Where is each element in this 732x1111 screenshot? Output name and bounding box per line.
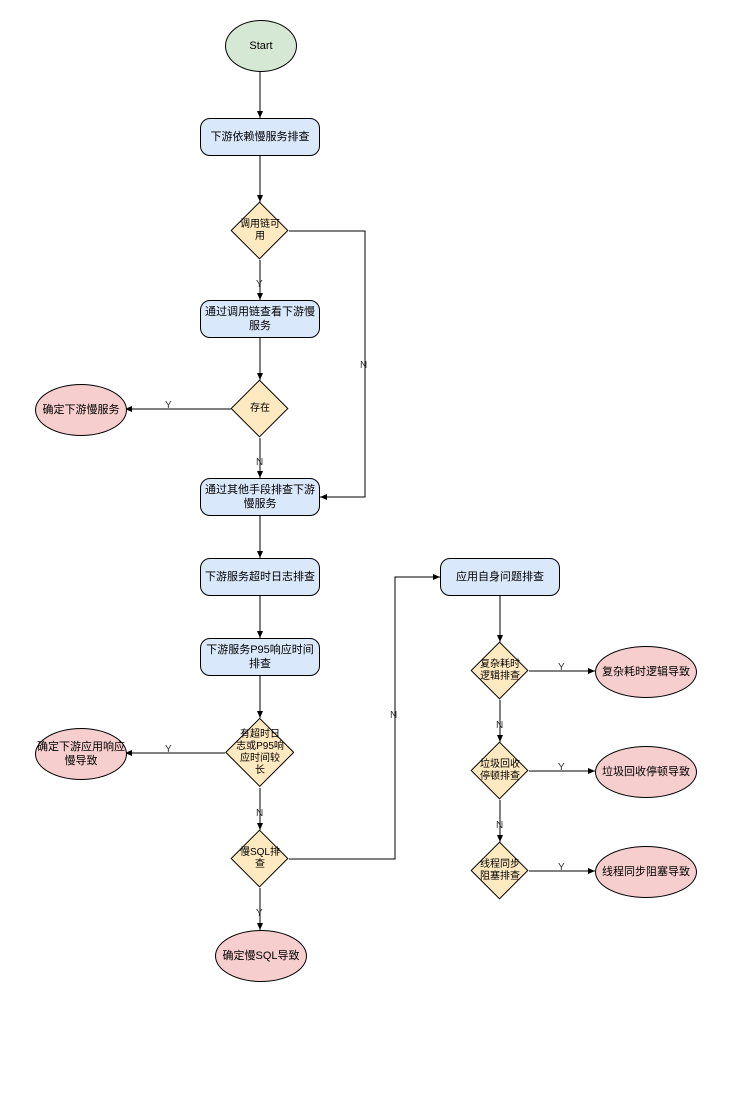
decision-node-d6: 垃圾回收停顿排查 — [479, 750, 520, 791]
terminal-node-t6: 线程同步阻塞导致 — [595, 846, 697, 898]
terminal-node-t5: 垃圾回收停顿导致 — [595, 746, 697, 798]
decision-node-d1: 调用链可用 — [239, 210, 280, 251]
decision-node-d3: 有超时日志或P95响应时间较长 — [235, 728, 284, 777]
process-node-p2: 通过调用链查看下游慢服务 — [200, 300, 320, 338]
edges-layer — [0, 0, 732, 1111]
edge-d1-p3 — [289, 231, 365, 497]
terminal-node-t3: 确定慢SQL导致 — [215, 930, 307, 982]
terminal-node-t2: 确定下游应用响应慢导致 — [35, 728, 127, 780]
process-node-p5: 下游服务P95响应时间排查 — [200, 638, 320, 676]
process-node-p4: 下游服务超时日志排查 — [200, 558, 320, 596]
process-node-p1: 下游依赖慢服务排查 — [200, 118, 320, 156]
decision-node-d2: 存在 — [239, 388, 280, 429]
decision-node-d7: 线程同步阻塞排查 — [479, 850, 520, 891]
start-node: Start — [225, 20, 297, 72]
process-node-p3: 通过其他手段排查下游慢服务 — [200, 478, 320, 516]
process-node-p6: 应用自身问题排查 — [440, 558, 560, 596]
decision-node-d4: 慢SQL排查 — [239, 838, 280, 879]
terminal-node-t1: 确定下游慢服务 — [35, 384, 127, 436]
decision-node-d5: 复杂耗时逻辑排查 — [479, 650, 520, 691]
edge-d4-p6 — [289, 577, 440, 859]
terminal-node-t4: 复杂耗时逻辑导致 — [595, 646, 697, 698]
